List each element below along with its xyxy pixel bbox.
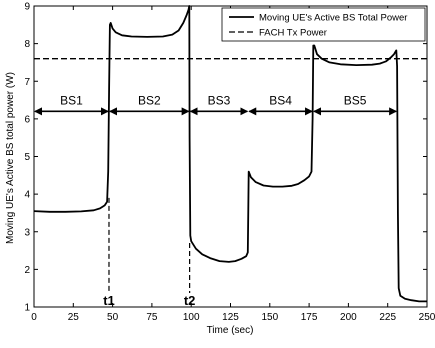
y-tick-label: 2 bbox=[24, 265, 30, 276]
x-tick-label: 100 bbox=[183, 312, 200, 323]
zone-label-bs5: BS5 bbox=[344, 93, 367, 107]
y-tick-label: 5 bbox=[24, 152, 30, 163]
y-axis-title: Moving UE's Active BS total power (W) bbox=[5, 72, 16, 244]
x-tick-label: 75 bbox=[146, 312, 158, 323]
x-tick-label: 250 bbox=[419, 312, 435, 323]
zone-label-bs2: BS2 bbox=[138, 93, 161, 107]
x-axis-title: Time (sec) bbox=[207, 325, 254, 336]
y-tick-label: 1 bbox=[24, 303, 30, 314]
y-tick-label: 7 bbox=[24, 77, 30, 88]
plot-lines bbox=[33, 5, 427, 303]
legend-label-total-power: Moving UE's Active BS Total Power bbox=[259, 13, 407, 24]
zone-label-bs3: BS3 bbox=[208, 93, 231, 107]
legend: Moving UE's Active BS Total Power FACH T… bbox=[221, 7, 426, 42]
y-tick-label: 3 bbox=[24, 227, 30, 238]
x-tick-label: 125 bbox=[222, 312, 239, 323]
x-tick-label: 25 bbox=[68, 312, 80, 323]
y-tick-label: 9 bbox=[24, 2, 30, 13]
plot-annotations: BS1 BS2 BS3 BS4 BS5 t1 t2 bbox=[34, 93, 398, 308]
total-power-line bbox=[33, 5, 427, 303]
y-tick-label: 8 bbox=[24, 39, 30, 50]
axis-ticks: 0 25 50 75 100 125 150 175 200 225 250 1 2 3 4 5 6 7 8 9 bbox=[24, 2, 435, 324]
x-tick-label: 50 bbox=[107, 312, 119, 323]
x-tick-label: 175 bbox=[301, 312, 318, 323]
x-tick-label: 0 bbox=[31, 312, 37, 323]
marker-label-t2: t2 bbox=[184, 293, 196, 308]
legend-box bbox=[221, 7, 426, 42]
x-tick-label: 225 bbox=[379, 312, 396, 323]
y-tick-label: 6 bbox=[24, 114, 30, 125]
x-tick-label: 150 bbox=[261, 312, 278, 323]
x-tick-label: 200 bbox=[340, 312, 357, 323]
zone-label-bs4: BS4 bbox=[269, 93, 292, 107]
y-tick-label: 4 bbox=[24, 190, 30, 201]
marker-label-t1: t1 bbox=[103, 293, 115, 308]
zone-label-bs1: BS1 bbox=[60, 93, 83, 107]
legend-label-fach: FACH Tx Power bbox=[259, 28, 327, 39]
